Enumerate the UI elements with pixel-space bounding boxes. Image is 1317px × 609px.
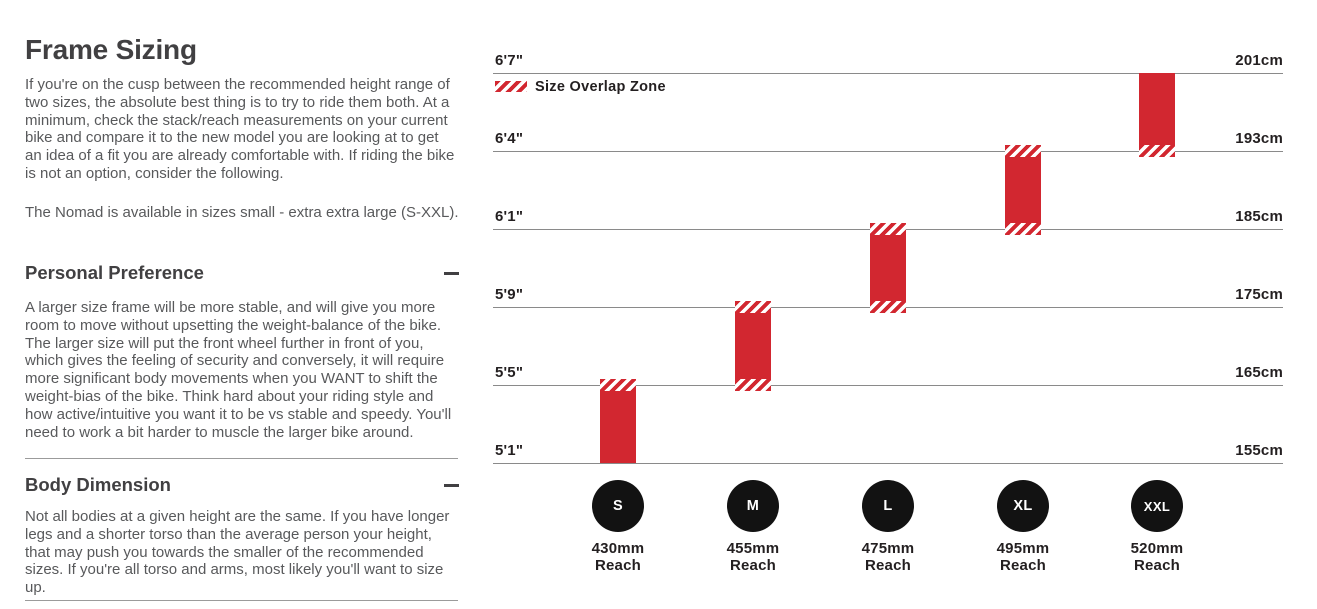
height-gridline [493,151,1283,152]
collapse-minus-icon[interactable] [444,271,459,275]
size-range-bar-xl [1005,145,1041,235]
size-circle-l: L [862,480,914,532]
reach-value: 455mm [726,540,780,557]
accordion-body-body-dimension: Not all bodies at a given height are the… [25,508,450,597]
height-label-metric: 165cm [1235,364,1283,381]
intro-paragraph: If you're on the cusp between the recomm… [25,76,455,182]
reach-value: 430mm [591,540,645,557]
reach-label-xl: 495mm Reach [971,540,1075,574]
height-gridline [493,73,1283,74]
size-circle-label: XXL [1143,498,1171,514]
height-gridline [493,385,1283,386]
overlap-zone-hatch-top [870,223,906,235]
height-gridline [493,463,1283,464]
reach-caption: Reach [864,557,912,574]
size-range-bar-s [600,379,636,463]
size-circle-s: S [592,480,644,532]
reach-label-s: 430mm Reach [566,540,670,574]
height-label-imperial: 5'1" [495,442,524,459]
size-circle-label: M [746,498,760,514]
accordion-body-personal-preference: A larger size frame will be more stable,… [25,299,452,441]
overlap-zone-hatch-top [735,301,771,313]
size-circle-label: L [883,498,893,514]
height-label-imperial: 5'9" [495,286,524,303]
availability-paragraph: The Nomad is available in sizes small - … [25,204,459,221]
overlap-zone-hatch-bottom [1005,223,1041,235]
reach-label-m: 455mm Reach [701,540,805,574]
size-circle-label: XL [1013,498,1033,514]
reach-value: 495mm [996,540,1050,557]
chart-legend: Size Overlap Zone [495,78,666,95]
height-label-imperial: 6'4" [495,130,524,147]
size-range-bar-xxl [1139,73,1175,157]
reach-value: 520mm [1130,540,1184,557]
height-label-metric: 201cm [1235,52,1283,69]
overlap-zone-hatch-bottom [1139,145,1175,157]
accordion-title: Body Dimension [25,474,171,495]
size-overlap-swatch-icon [495,81,527,92]
page-title: Frame Sizing [25,34,197,65]
collapse-minus-icon[interactable] [444,483,459,487]
reach-caption: Reach [999,557,1047,574]
height-label-imperial: 5'5" [495,364,524,381]
frame-sizing-chart: Size Overlap Zone 6'7" 201cm 6'4" 193cm 6'1"… [493,0,1283,609]
section-divider [25,600,458,601]
height-label-metric: 193cm [1235,130,1283,147]
size-circle-xxl: XXL [1131,480,1183,532]
overlap-zone-hatch-top [1005,145,1041,157]
height-label-imperial: 6'7" [495,52,524,69]
reach-label-xxl: 520mm Reach [1105,540,1209,574]
overlap-zone-hatch-top [600,379,636,391]
legend-label: Size Overlap Zone [535,78,666,95]
overlap-zone-hatch-bottom [870,301,906,313]
height-label-metric: 185cm [1235,208,1283,225]
size-circle-label: S [612,498,624,514]
height-label-metric: 155cm [1235,442,1283,459]
size-range-bar-l [870,223,906,313]
accordion-header-body-dimension[interactable]: Body Dimension [25,473,459,497]
reach-value: 475mm [861,540,915,557]
accordion-header-personal-preference[interactable]: Personal Preference [25,261,459,285]
reach-caption: Reach [729,557,777,574]
size-circle-xl: XL [997,480,1049,532]
height-label-metric: 175cm [1235,286,1283,303]
accordion-title: Personal Preference [25,262,204,283]
size-range-bar-m [735,301,771,391]
reach-caption: Reach [1133,557,1181,574]
overlap-zone-hatch-bottom [735,379,771,391]
reach-label-l: 475mm Reach [836,540,940,574]
reach-caption: Reach [594,557,642,574]
height-label-imperial: 6'1" [495,208,524,225]
section-divider [25,458,458,459]
size-circle-m: M [727,480,779,532]
